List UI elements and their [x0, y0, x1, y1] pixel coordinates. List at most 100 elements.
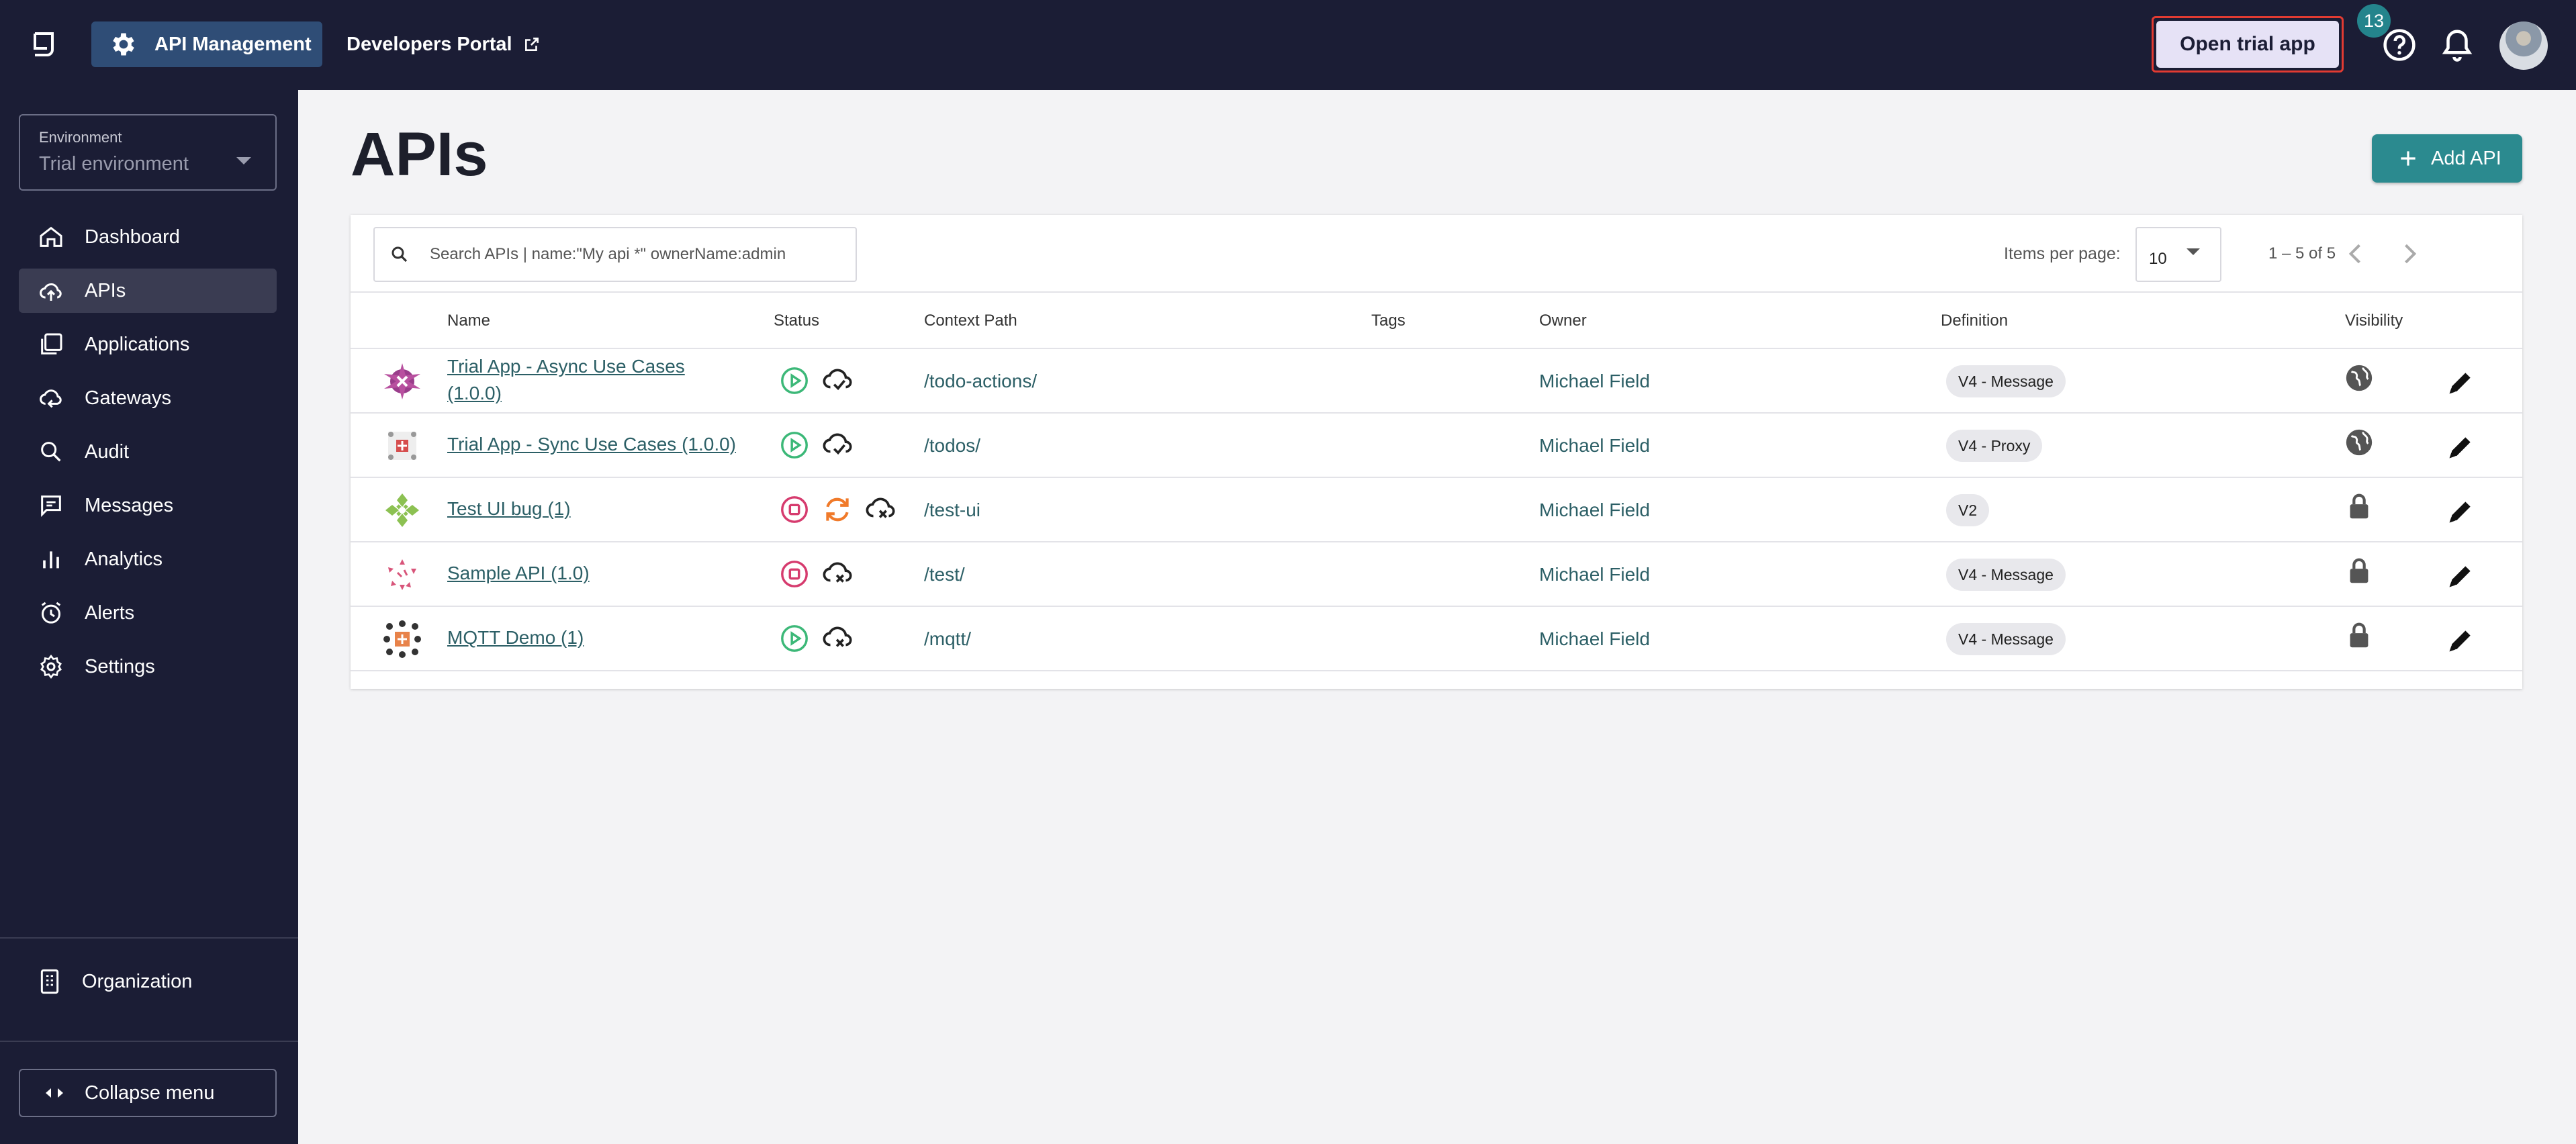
sidebar-item-messages[interactable]: Messages: [19, 483, 277, 528]
table-header-divider: [351, 348, 2522, 349]
api-name-link[interactable]: Sample API (1.0): [447, 560, 590, 587]
open-trial-app-label: Open trial app: [2156, 21, 2339, 68]
table-row: MQTT Demo (1) /mqtt/ Michael Field V4 - …: [351, 607, 2522, 671]
chevron-right-icon[interactable]: [2395, 239, 2424, 269]
sidebar-item-label: Alerts: [85, 602, 135, 624]
cloud-off-icon: [823, 626, 852, 647]
page-title: APIs: [351, 120, 488, 189]
open-trial-app-button[interactable]: Open trial app: [2152, 16, 2344, 73]
sidebar-item-label: Audit: [85, 440, 130, 463]
definition-chip: V2: [1946, 494, 1990, 526]
sidebar-item-label: Dashboard: [85, 226, 180, 248]
chevron-down-icon: [2187, 248, 2200, 255]
edit-pencil-icon[interactable]: [2446, 432, 2475, 462]
gravitee-logo-icon[interactable]: [28, 30, 59, 60]
owner-name: Michael Field: [1539, 371, 1650, 391]
sidebar-item-label: Organization: [82, 970, 193, 992]
api-logo-icon: [388, 559, 416, 590]
sidebar-item-apis[interactable]: APIs: [19, 269, 277, 313]
column-header-context-path[interactable]: Context Path: [924, 312, 1017, 330]
api-name-line1[interactable]: Sample API (1.0): [447, 563, 590, 583]
api-name-line1[interactable]: Test UI bug (1): [447, 498, 571, 519]
context-path: /test-ui: [924, 499, 981, 520]
sidebar-item-audit[interactable]: Audit: [19, 430, 277, 474]
api-management-tab[interactable]: API Management: [91, 21, 322, 67]
definition-chip: V4 - Proxy: [1946, 430, 2043, 462]
sidebar-item-label: Gateways: [85, 387, 171, 409]
sidebar-item-organization[interactable]: Organization: [19, 961, 192, 1002]
message-icon: [41, 495, 61, 517]
chevron-left-icon[interactable]: [2341, 239, 2371, 269]
items-per-page-value: 10: [2149, 250, 2167, 268]
edit-pencil-icon[interactable]: [2446, 626, 2475, 655]
owner-name: Michael Field: [1539, 564, 1650, 585]
api-logo-icon: [388, 432, 416, 460]
column-header-definition: Definition: [1941, 312, 2009, 330]
cloud-upload-icon: [40, 283, 62, 301]
add-api-button[interactable]: Add API: [2372, 134, 2522, 183]
organization-building-icon: [40, 969, 59, 994]
api-name-line1[interactable]: Trial App - Sync Use Cases (1.0.0): [447, 434, 737, 455]
developers-portal-link[interactable]: Developers Portal: [347, 21, 541, 67]
table-row: Trial App - Sync Use Cases (1.0.0) /todo…: [351, 414, 2522, 478]
lock-icon: [2350, 622, 2368, 648]
sidebar-item-settings[interactable]: Settings: [19, 645, 277, 689]
api-logo-icon: [383, 620, 421, 658]
user-avatar[interactable]: [2499, 21, 2548, 70]
search-box[interactable]: [373, 227, 857, 282]
api-logo-icon: [384, 363, 420, 399]
items-per-page-select[interactable]: 10: [2135, 227, 2221, 282]
sidebar-item-applications[interactable]: Applications: [19, 322, 277, 367]
plus-icon: [2401, 151, 2416, 166]
edit-pencil-icon[interactable]: [2446, 497, 2475, 526]
column-header-name[interactable]: Name: [447, 312, 491, 330]
gateway-cloud-icon: [40, 389, 62, 408]
context-path: /test/: [924, 564, 965, 585]
globe-icon: [2346, 429, 2373, 456]
api-name-line2[interactable]: (1.0.0): [447, 383, 502, 403]
apis-table-card: Items per page: 10 1 – 5 of 5 Name Statu…: [351, 215, 2522, 689]
api-management-label: API Management: [154, 33, 312, 55]
sidebar-item-analytics[interactable]: Analytics: [19, 537, 277, 581]
definition-chip: V4 - Message: [1946, 365, 2066, 397]
sidebar-item-alerts[interactable]: Alerts: [19, 591, 277, 635]
sidebar-item-dashboard[interactable]: Dashboard: [19, 215, 277, 259]
column-header-tags: Tags: [1371, 312, 1406, 330]
table-row: Trial App - Async Use Cases (1.0.0) /tod…: [351, 349, 2522, 414]
sidebar-item-label: Applications: [85, 333, 190, 355]
definition-chip: V4 - Message: [1946, 623, 2066, 655]
api-name-line1[interactable]: MQTT Demo (1): [447, 627, 584, 648]
home-icon: [40, 226, 62, 247]
sidebar-item-gateways[interactable]: Gateways: [19, 376, 277, 420]
api-name-link[interactable]: Test UI bug (1): [447, 495, 571, 522]
context-path: /todos/: [924, 435, 981, 456]
globe-icon: [2346, 365, 2373, 391]
collapse-menu-button[interactable]: Collapse menu: [19, 1069, 277, 1117]
edit-pencil-icon[interactable]: [2446, 368, 2475, 397]
environment-select[interactable]: Environment Trial environment: [19, 114, 277, 191]
pagination-range: 1 – 5 of 5: [2268, 244, 2336, 263]
bell-icon[interactable]: [2439, 27, 2475, 63]
sidebar-item-label: Settings: [85, 655, 155, 677]
items-per-page-label: Items per page:: [2004, 244, 2121, 263]
api-name-link[interactable]: Trial App - Async Use Cases (1.0.0): [447, 353, 685, 407]
owner-name: Michael Field: [1539, 499, 1650, 520]
definition-chip: V4 - Message: [1946, 559, 2066, 591]
top-bar: API Management Developers Portal Open tr…: [0, 0, 2576, 90]
bar-chart-icon: [43, 551, 59, 569]
api-name-link[interactable]: MQTT Demo (1): [447, 624, 584, 651]
search-input[interactable]: [430, 245, 846, 264]
applications-icon: [41, 333, 62, 354]
owner-name: Michael Field: [1539, 435, 1650, 456]
sidebar-nav: Dashboard APIs Applications Gateways Aud…: [19, 215, 277, 698]
help-icon[interactable]: [2381, 27, 2418, 63]
api-logo-icon: [385, 493, 419, 527]
api-name-line1[interactable]: Trial App - Async Use Cases: [447, 356, 685, 377]
context-path: /todo-actions/: [924, 371, 1038, 391]
api-name-link[interactable]: Trial App - Sync Use Cases (1.0.0): [447, 431, 736, 458]
context-path: /mqtt/: [924, 628, 972, 649]
edit-pencil-icon[interactable]: [2446, 561, 2475, 591]
play-circle-icon: [781, 625, 808, 652]
external-link-icon: [524, 38, 539, 51]
notification-count-badge: 13: [2357, 4, 2391, 38]
